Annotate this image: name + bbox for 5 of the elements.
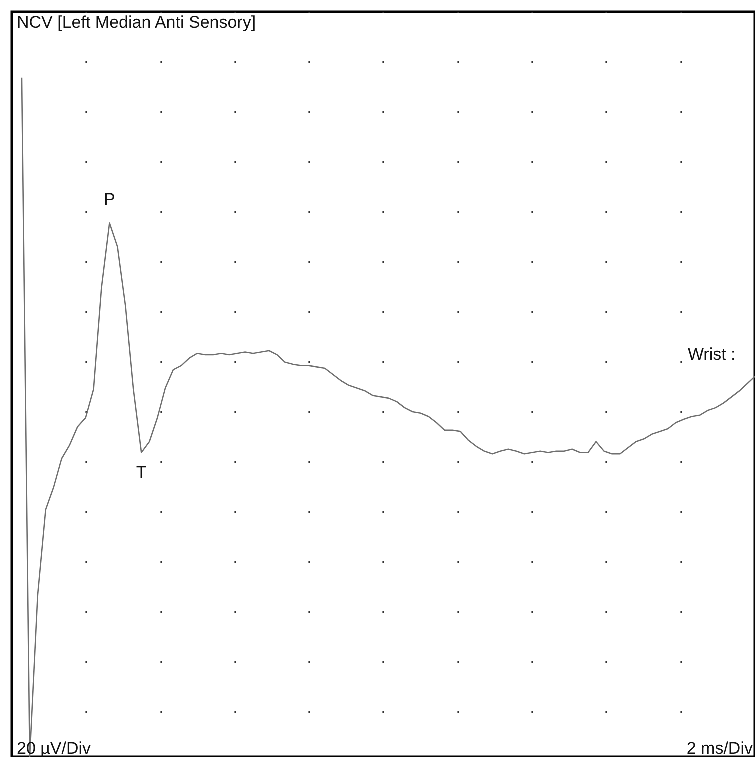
annotation: P bbox=[104, 190, 116, 210]
series-label: Wrist : bbox=[688, 345, 736, 364]
chart-title: NCV [Left Median Anti Sensory] bbox=[17, 13, 256, 32]
annotation: 2 ms/Div bbox=[686, 739, 754, 758]
annotation: T bbox=[136, 462, 147, 482]
